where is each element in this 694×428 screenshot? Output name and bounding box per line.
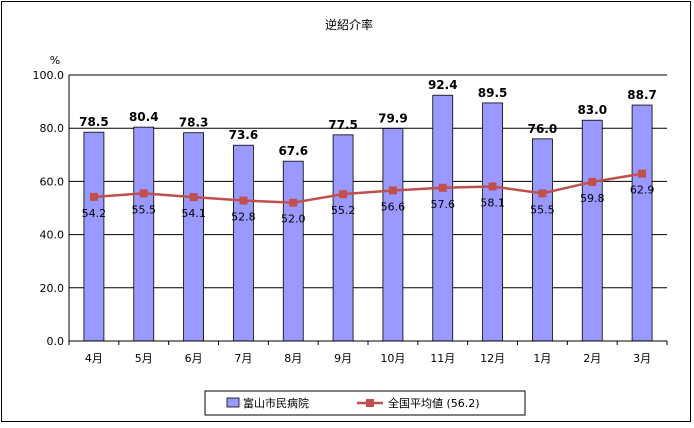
x-tick-label: 12月 — [480, 352, 505, 365]
label-layer: 78.5 80.4 78.3 73.6 67.6 77.5 79.9 92.4 89.5 76.0… — [79, 78, 657, 225]
bar — [133, 126, 155, 342]
bar — [83, 131, 105, 342]
chart-frame: 逆紹介率 % 0.0 20.0 40.0 60.0 80.0 100.0 4月 5月 6月 7月 8… — [1, 1, 691, 422]
bar — [183, 132, 204, 342]
chart-title: 逆紹介率 — [325, 17, 373, 32]
bar-data-label: 92.4 — [428, 78, 458, 92]
legend: 富山市民病院 全国平均値 (56.2) — [204, 390, 526, 416]
x-tick-label: 7月 — [234, 352, 252, 365]
legend-bar-label: 富山市民病院 — [243, 396, 309, 410]
line-marker — [588, 177, 597, 186]
line-data-label: 52.0 — [281, 213, 306, 226]
y-axis-unit: % — [50, 54, 60, 67]
x-tick-label: 3月 — [633, 352, 651, 365]
y-tick-label: 60.0 — [40, 175, 65, 188]
y-tick-label: 100.0 — [33, 69, 65, 82]
bar-data-label: 78.5 — [79, 115, 109, 129]
bar — [382, 128, 404, 342]
x-tick-label: 6月 — [185, 352, 203, 365]
x-tick-label: 10月 — [380, 352, 405, 365]
legend-line-label: 全国平均値 (56.2) — [388, 396, 480, 410]
bar-data-label: 67.6 — [278, 144, 308, 158]
bar-data-label: 89.5 — [478, 86, 508, 100]
y-tick-label: 20.0 — [40, 282, 65, 295]
legend-line-marker — [366, 399, 374, 407]
grid-layer — [69, 74, 667, 289]
x-tick-label: 9月 — [334, 352, 352, 365]
x-tick-label: 11月 — [430, 352, 455, 365]
bar-data-label: 88.7 — [627, 88, 657, 102]
line-data-label: 55.5 — [132, 203, 157, 216]
bar — [631, 104, 653, 342]
line-marker — [538, 189, 547, 198]
bar — [332, 134, 354, 342]
line-data-label: 56.6 — [381, 200, 406, 213]
line-layer — [89, 169, 647, 207]
bar-data-label: 77.5 — [328, 118, 358, 132]
line-data-label: 54.2 — [82, 207, 107, 220]
line-marker — [638, 169, 647, 178]
line-data-label: 54.1 — [181, 207, 206, 220]
line-marker — [388, 186, 397, 195]
line-marker — [89, 192, 98, 201]
y-tick-label: 80.0 — [40, 122, 65, 135]
line-marker — [438, 183, 447, 192]
x-tick-label: 8月 — [284, 352, 302, 365]
x-tick-label: 2月 — [583, 352, 601, 365]
x-tick-label: 5月 — [135, 352, 153, 365]
bar-data-label: 80.4 — [129, 110, 159, 124]
chart-svg: 逆紹介率 % 0.0 20.0 40.0 60.0 80.0 100.0 4月 5月 6月 7月 8… — [33, 17, 668, 416]
bar-data-label: 79.9 — [378, 111, 408, 125]
bar-data-label: 83.0 — [577, 103, 607, 117]
x-tick-label: 4月 — [85, 352, 103, 365]
legend-bar-swatch — [226, 397, 240, 408]
bar-data-label: 78.3 — [179, 116, 209, 130]
bar — [532, 138, 553, 342]
line-data-label: 57.6 — [431, 198, 456, 211]
line-marker — [488, 182, 497, 191]
line-data-label: 62.9 — [630, 184, 655, 197]
y-tick-label: 40.0 — [40, 229, 65, 242]
bar — [282, 160, 304, 342]
line-marker — [339, 190, 348, 199]
bar-data-label: 73.6 — [229, 128, 259, 142]
average-line — [93, 172, 643, 204]
y-tick-label: 0.0 — [47, 335, 65, 348]
bar — [233, 144, 254, 342]
bar — [432, 94, 454, 342]
line-data-label: 59.8 — [580, 192, 605, 205]
line-marker — [139, 189, 148, 198]
line-marker — [289, 198, 298, 207]
bar-layer — [83, 94, 653, 342]
x-tick-label: 1月 — [533, 352, 551, 365]
line-marker — [239, 196, 248, 205]
bar — [581, 119, 603, 342]
bar-data-label: 76.0 — [528, 122, 558, 136]
axis-layer: 0.0 20.0 40.0 60.0 80.0 100.0 4月 5月 6月 7月 8月 9月 10月 1… — [33, 69, 668, 365]
line-marker — [189, 193, 198, 202]
line-data-label: 55.5 — [530, 203, 555, 216]
line-data-label: 55.2 — [331, 204, 356, 217]
line-data-label: 58.1 — [480, 196, 505, 209]
line-data-label: 52.8 — [231, 211, 256, 224]
bar — [482, 102, 503, 342]
